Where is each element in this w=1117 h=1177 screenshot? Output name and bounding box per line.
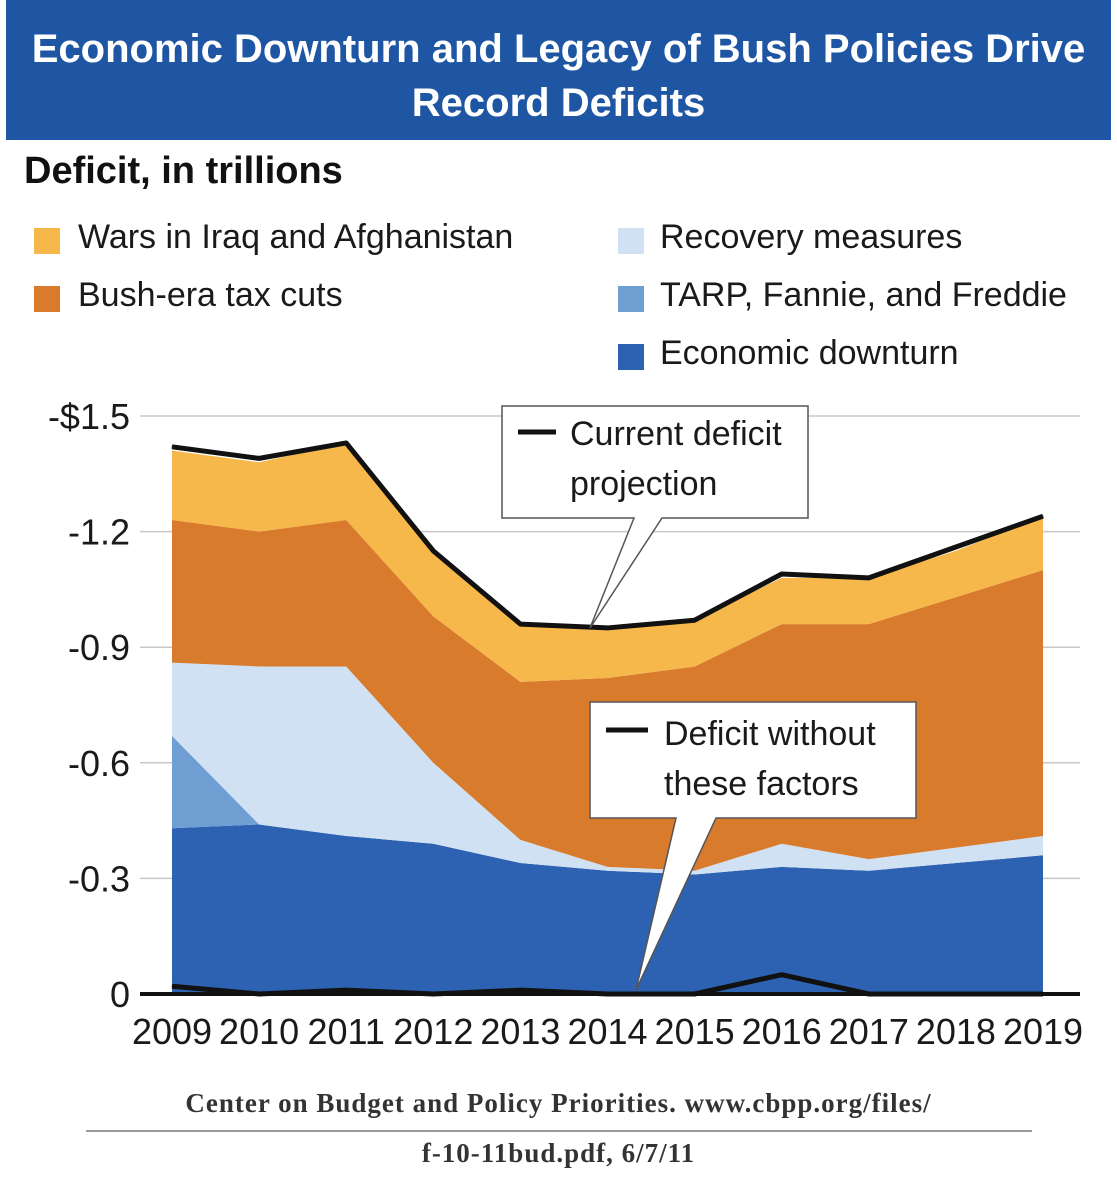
- legend-swatch-downturn: [618, 344, 644, 370]
- x-tick-label: 2016: [742, 1011, 822, 1052]
- y-tick-label: 0: [110, 974, 130, 1015]
- line-point: [519, 623, 521, 625]
- line-point: [781, 573, 783, 575]
- area-wars-in-iraq-and-afghanistan: [172, 442, 1043, 682]
- area-recovery-measures: [172, 662, 1043, 875]
- callout-without-box: [589, 701, 917, 991]
- y-tick-label: -$1.5: [48, 396, 130, 437]
- x-tick-label: 2009: [132, 1011, 212, 1052]
- line-point: [781, 974, 783, 976]
- y-tick-label: -0.3: [68, 858, 130, 899]
- legend-label-recovery: Recovery measures: [660, 218, 963, 256]
- y-tick-label: -1.2: [68, 512, 130, 553]
- x-tick-label: 2018: [916, 1011, 996, 1052]
- x-tick-label: 2019: [1003, 1011, 1083, 1052]
- callout-without-text-1: Deficit without: [664, 715, 876, 753]
- legend-label-wars: Wars in Iraq and Afghanistan: [78, 218, 514, 256]
- legend-swatch-tax-cuts: [34, 286, 60, 312]
- callout-without-text-2: these factors: [664, 765, 859, 803]
- x-tick-label: 2015: [655, 1011, 735, 1052]
- y-tick-label: -0.6: [68, 743, 130, 784]
- source-divider: [86, 1130, 1032, 1132]
- line-point: [868, 577, 870, 579]
- source-line-2: f-10-11bud.pdf, 6/7/11: [421, 1138, 696, 1168]
- source-line-1: Center on Budget and Policy Priorities. …: [185, 1088, 932, 1118]
- line-point: [1042, 515, 1044, 517]
- y-tick-label: -0.9: [68, 627, 130, 668]
- line-point: [955, 546, 957, 548]
- x-tick-label: 2012: [393, 1011, 473, 1052]
- line-point: [345, 442, 347, 444]
- legend-label-tax-cuts: Bush-era tax cuts: [78, 276, 343, 314]
- chart-subtitle: Deficit, in trillions: [24, 150, 343, 192]
- callout-without-factors: Deficit without these factors: [589, 701, 917, 991]
- line-point: [519, 989, 521, 991]
- x-tick-label: 2017: [829, 1011, 909, 1052]
- x-tick-label: 2014: [567, 1011, 647, 1052]
- x-tick-label: 2013: [480, 1011, 560, 1052]
- callout-current-text-2: projection: [570, 465, 717, 503]
- line-point: [171, 446, 173, 448]
- area-economic-downturn: [172, 824, 1043, 994]
- line-point: [345, 989, 347, 991]
- line-point: [258, 457, 260, 459]
- chart-title-line1: Economic Downturn and Legacy of Bush Pol…: [31, 27, 1086, 71]
- legend-label-downturn: Economic downturn: [660, 334, 959, 372]
- x-tick-label: 2010: [219, 1011, 299, 1052]
- line-point: [694, 619, 696, 621]
- callout-current-deficit: Current deficit projection: [501, 405, 809, 629]
- callout-current-text-1: Current deficit: [570, 415, 782, 453]
- legend-swatch-recovery: [618, 228, 644, 254]
- x-tick-label: 2011: [307, 1011, 384, 1052]
- title-bar: Economic Downturn and Legacy of Bush Pol…: [6, 0, 1111, 140]
- legend-swatch-wars: [34, 228, 60, 254]
- callout-current-box: [501, 405, 809, 629]
- legend-swatch-tarp: [618, 286, 644, 312]
- chart-title-line2: Record Deficits: [411, 81, 706, 125]
- line-point: [171, 985, 173, 987]
- line-point: [432, 550, 434, 552]
- line-point: [607, 627, 608, 629]
- legend-label-tarp: TARP, Fannie, and Freddie: [660, 276, 1067, 314]
